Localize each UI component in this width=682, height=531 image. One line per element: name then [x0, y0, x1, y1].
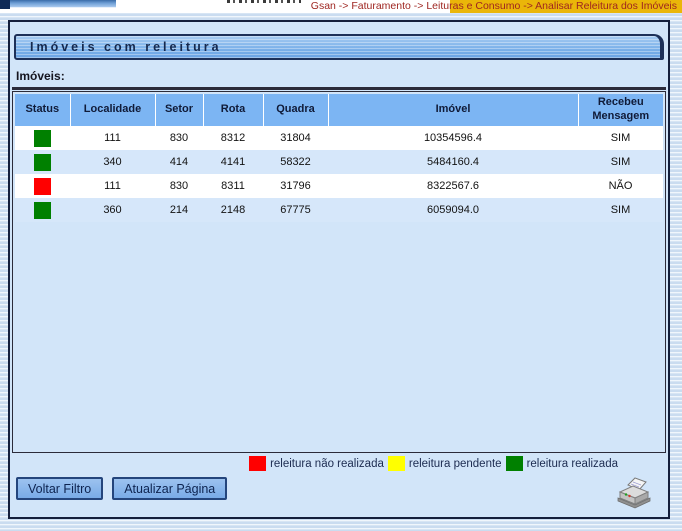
nav-bar-dark-fragment — [0, 0, 10, 9]
col-header-localidade: Localidade — [70, 94, 156, 126]
table-header-row: Status Localidade Setor Rota Quadra Imóv… — [15, 94, 663, 126]
col-header-imovel: Imóvel — [328, 94, 579, 126]
table-row: 111 830 8311 31796 8322567.6 NÃO — [15, 174, 663, 198]
main-panel: Imóveis com releitura Imóveis: Status Lo… — [8, 20, 670, 519]
status-legend: releitura não realizada releitura penden… — [10, 456, 668, 471]
breadcrumb-gold-highlight — [450, 0, 682, 13]
legend-item-nao-realizada: releitura não realizada — [249, 456, 384, 471]
cell-setor: 830 — [169, 180, 189, 192]
cell-localidade: 111 — [104, 132, 121, 144]
breadcrumb: Gsan -> Faturamento -> Leituras e Consum… — [310, 0, 677, 12]
actions-bar: Voltar Filtro Atualizar Página — [16, 477, 668, 500]
cell-status — [15, 150, 70, 174]
cell-setor: 830 — [169, 132, 189, 144]
divider — [12, 87, 666, 90]
cell-quadra: 67775 — [280, 204, 311, 216]
legend-label: releitura não realizada — [270, 457, 384, 470]
legend-swatch-green — [505, 456, 523, 471]
cell-rota: 2148 — [220, 204, 246, 216]
section-label: Imóveis: — [16, 69, 65, 83]
cell-status — [15, 126, 70, 150]
cell-status — [15, 198, 70, 222]
cell-quadra: 58322 — [280, 156, 311, 168]
col-header-quadra: Quadra — [263, 94, 329, 126]
cell-localidade: 360 — [103, 204, 122, 216]
page-title: Imóveis com releitura — [30, 40, 222, 54]
col-header-status: Status — [15, 94, 71, 126]
cell-rota: 4141 — [220, 156, 246, 168]
cell-setor: 414 — [169, 156, 189, 168]
cell-localidade: 111 — [104, 180, 121, 192]
col-header-rota: Rota — [203, 94, 264, 126]
cell-setor: 214 — [169, 204, 189, 216]
status-square-icon — [34, 153, 51, 171]
imoveis-table: Status Localidade Setor Rota Quadra Imóv… — [15, 94, 663, 222]
col-header-recebeu-mensagem: Recebeu Mensagem — [578, 94, 663, 126]
legend-item-pendente: releitura pendente — [387, 456, 502, 471]
cell-rota: 8312 — [220, 132, 246, 144]
status-square-icon — [34, 201, 51, 219]
table-row: 360 214 2148 67775 6059094.0 SIM — [15, 198, 663, 222]
cell-quadra: 31796 — [280, 180, 311, 192]
table-row: 340 414 4141 58322 5484160.4 SIM — [15, 150, 663, 174]
legend-item-realizada: releitura realizada — [505, 456, 618, 471]
cell-rota: 8311 — [221, 180, 245, 192]
legend-label: releitura realizada — [526, 457, 618, 470]
cell-imovel: 10354596.4 — [423, 132, 483, 144]
cell-recebeu-mensagem: SIM — [610, 156, 631, 168]
atualizar-pagina-button[interactable]: Atualizar Página — [112, 477, 228, 500]
cell-imovel: 6059094.0 — [427, 204, 479, 216]
cell-imovel: 5484160.4 — [427, 156, 479, 168]
cutoff-header-text-fragment — [227, 0, 301, 3]
cell-status — [15, 174, 70, 198]
legend-label: releitura pendente — [408, 457, 502, 470]
results-box: Status Localidade Setor Rota Quadra Imóv… — [12, 91, 666, 453]
table-row: 111 830 8312 31804 10354596.4 SIM — [15, 126, 663, 150]
page-title-bar: Imóveis com releitura — [14, 34, 664, 60]
cell-quadra: 31804 — [280, 132, 311, 144]
col-header-setor: Setor — [155, 94, 204, 126]
status-square-icon — [34, 177, 51, 195]
legend-swatch-yellow — [387, 456, 405, 471]
voltar-filtro-button[interactable]: Voltar Filtro — [16, 477, 104, 500]
cell-recebeu-mensagem: NÃO — [608, 180, 633, 192]
status-square-icon — [34, 129, 51, 147]
cell-imovel: 8322567.6 — [427, 180, 479, 192]
print-icon[interactable] — [616, 477, 652, 509]
cell-localidade: 340 — [103, 156, 122, 168]
nav-bar-blue-fragment — [10, 0, 116, 8]
legend-swatch-red — [249, 456, 267, 471]
cell-recebeu-mensagem: SIM — [610, 204, 631, 216]
cell-recebeu-mensagem: SIM — [610, 132, 631, 144]
